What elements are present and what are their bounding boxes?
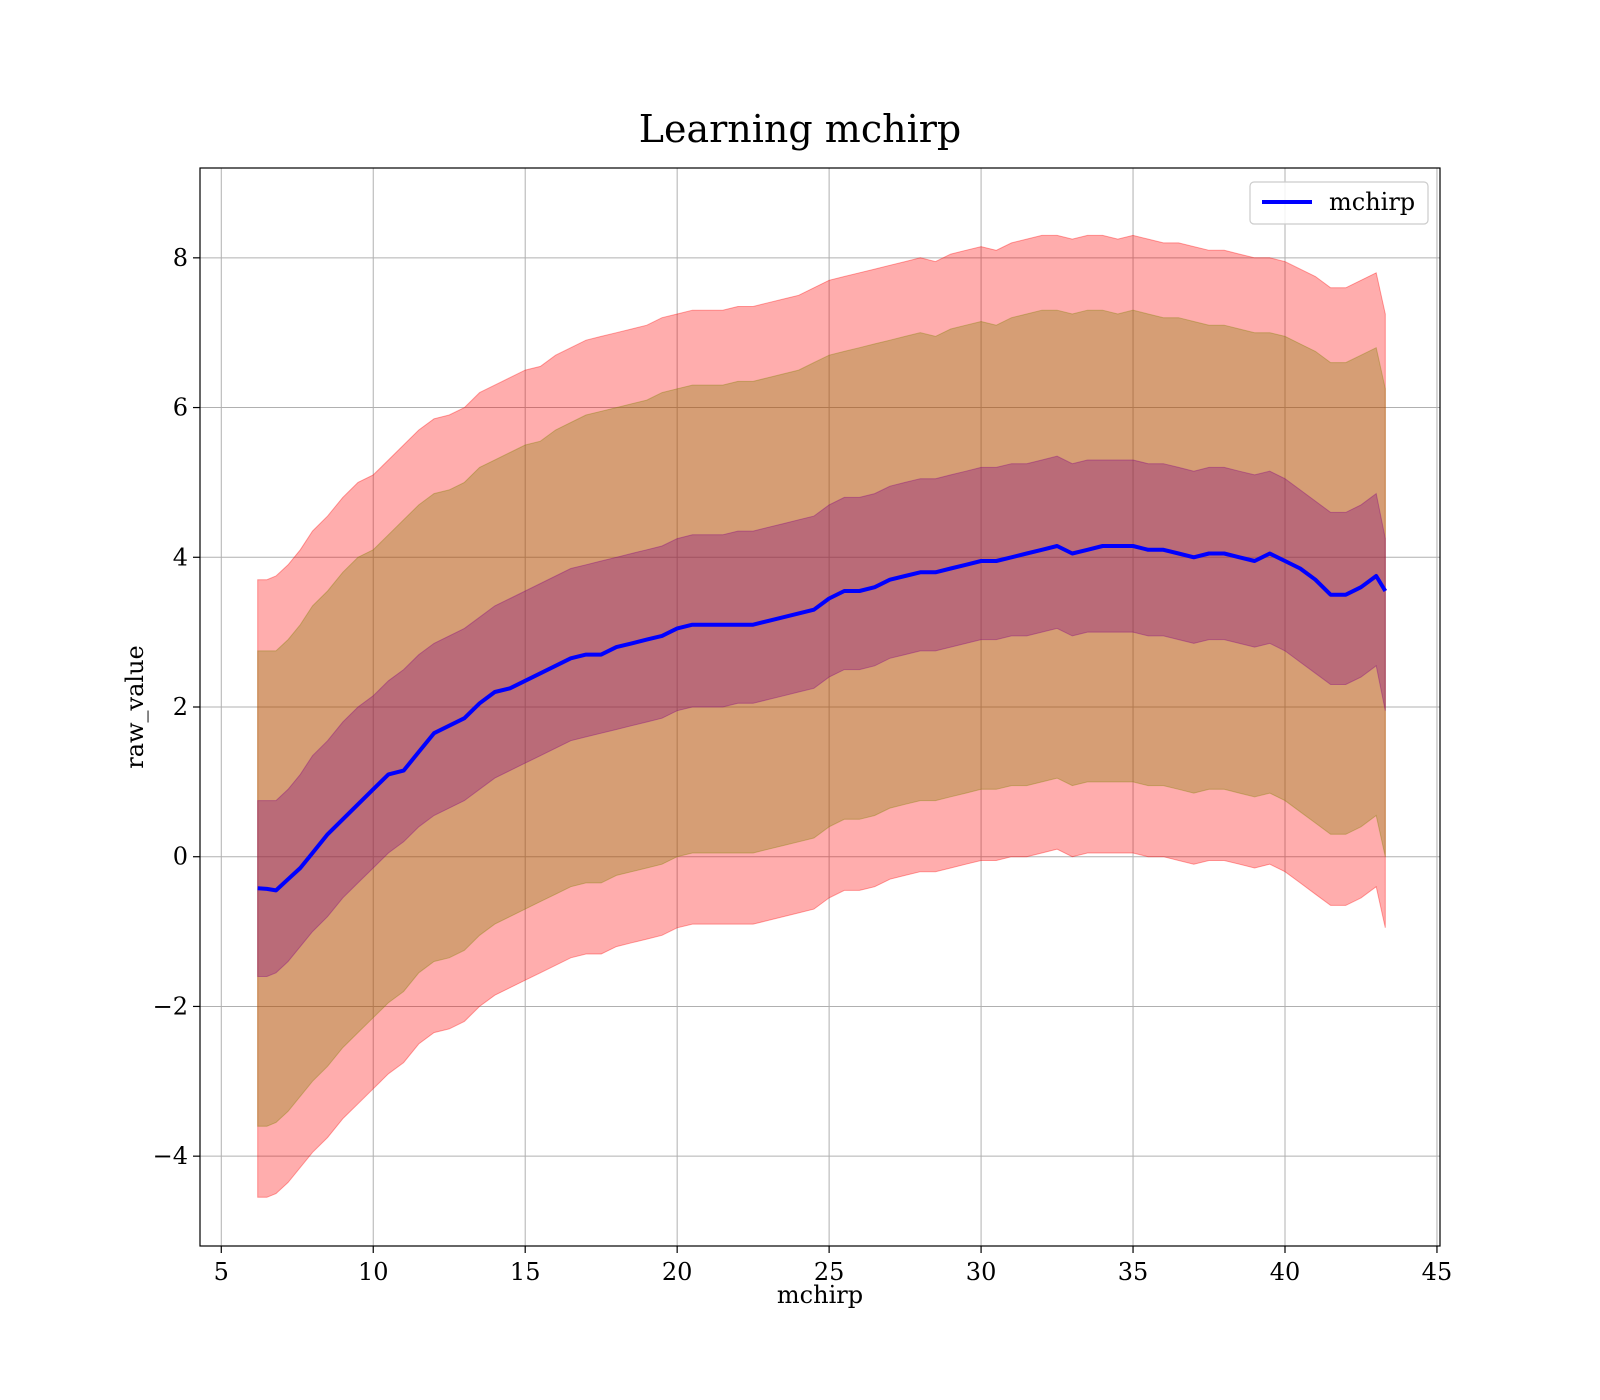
x-axis-label: mchirp xyxy=(777,1281,863,1309)
y-tick-label: 4 xyxy=(173,543,188,571)
band-layer xyxy=(257,234,1386,1198)
x-tick-label: 25 xyxy=(814,1258,845,1286)
x-tick-label: 45 xyxy=(1422,1258,1453,1286)
y-tick-label: 6 xyxy=(173,394,188,422)
y-tick-label: 2 xyxy=(173,693,188,721)
x-tick-label: 35 xyxy=(1118,1258,1149,1286)
x-tick-label: 20 xyxy=(662,1258,693,1286)
x-tick-label: 30 xyxy=(966,1258,997,1286)
x-tick-label: 40 xyxy=(1270,1258,1301,1286)
line-layer xyxy=(257,544,1388,893)
y-axis-ticks: −4 −2 0 2 4 6 8 xyxy=(153,244,200,1170)
band-outer xyxy=(257,234,1386,1198)
x-tick-label: 15 xyxy=(510,1258,541,1286)
y-axis-label: raw_value xyxy=(121,645,149,769)
band-inner xyxy=(257,455,1386,977)
band-middle xyxy=(257,309,1386,1127)
y-tick-label: −2 xyxy=(153,992,188,1020)
x-tick-label: 10 xyxy=(358,1258,389,1286)
y-tick-label: −4 xyxy=(153,1142,188,1170)
legend: mchirp xyxy=(1249,181,1429,225)
y-tick-label: 8 xyxy=(173,244,188,272)
series-line-mchirp xyxy=(257,544,1388,893)
x-tick-label: 5 xyxy=(214,1258,229,1286)
legend-box xyxy=(1249,181,1429,225)
y-tick-label: 0 xyxy=(173,843,188,871)
chart-title: Learning mchirp xyxy=(639,107,961,151)
legend-label-mchirp: mchirp xyxy=(1329,188,1415,216)
x-axis-ticks: 5 10 15 20 25 30 35 40 45 xyxy=(214,1246,1453,1286)
